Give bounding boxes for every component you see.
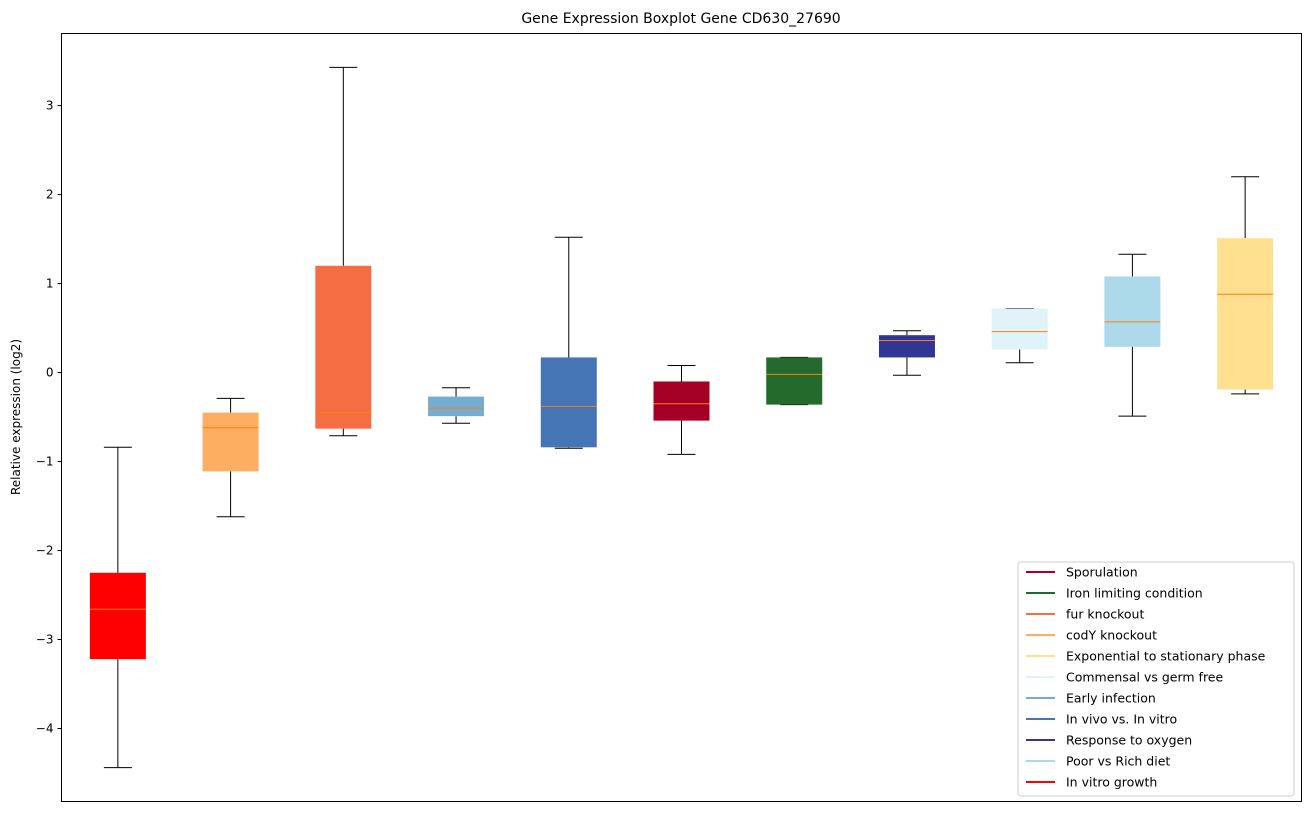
box-exponential-to-stationary-phase [1217, 176, 1274, 395]
legend-label: Commensal vs germ free [1066, 670, 1223, 685]
box-early-infection [428, 387, 485, 424]
box-sporulation [653, 364, 710, 455]
box-fur-knockout [315, 66, 372, 437]
box-body [1217, 238, 1274, 390]
legend-label: codY knockout [1066, 628, 1157, 643]
box-body [766, 357, 823, 405]
legend-label: Early infection [1066, 691, 1156, 706]
y-tick-label: −2 [36, 544, 54, 558]
y-tick-label: 1 [46, 277, 54, 291]
y-tick-label: −4 [36, 722, 54, 736]
legend-label: fur knockout [1066, 607, 1144, 622]
box-body [1104, 276, 1161, 347]
box-response-to-oxygen [878, 330, 935, 376]
y-tick-label: 3 [46, 99, 54, 113]
legend-label: Exponential to stationary phase [1066, 649, 1266, 664]
legend-label: Iron limiting condition [1066, 586, 1203, 601]
box-body [991, 308, 1048, 350]
legend-label: Sporulation [1066, 565, 1138, 580]
y-tick-label: 0 [46, 366, 54, 380]
chart-title: Gene Expression Boxplot Gene CD630_27690 [521, 11, 840, 27]
y-tick-label: 2 [46, 188, 54, 202]
box-body [428, 396, 485, 417]
y-tick-label: −1 [36, 455, 54, 469]
legend-label: Poor vs Rich diet [1066, 754, 1170, 769]
plot-frame [61, 33, 1302, 802]
box-in-vitro-growth [89, 446, 146, 769]
legend-label: In vivo vs. In vitro [1066, 712, 1177, 727]
box-body [202, 412, 259, 472]
y-tick-label: −3 [36, 633, 54, 647]
box-iron-limiting-condition [766, 356, 823, 406]
legend-label: Response to oxygen [1066, 733, 1192, 748]
box-body [315, 265, 372, 429]
box-body [89, 572, 146, 660]
y-axis-label: Relative expression (log2) [9, 339, 23, 495]
box-cody-knockout [202, 397, 259, 518]
box-body [878, 335, 935, 358]
box-poor-vs-rich-diet [1104, 253, 1161, 417]
box-in-vivo-vs-in-vitro [540, 236, 597, 449]
box-commensal-vs-germ-free [991, 307, 1048, 364]
box-body [653, 381, 710, 421]
legend-frame [1017, 561, 1295, 797]
legend-label: In vitro growth [1066, 775, 1157, 790]
legend: Sporulation Iron limiting condition fur kn… [1017, 561, 1295, 797]
box-body [540, 357, 597, 448]
